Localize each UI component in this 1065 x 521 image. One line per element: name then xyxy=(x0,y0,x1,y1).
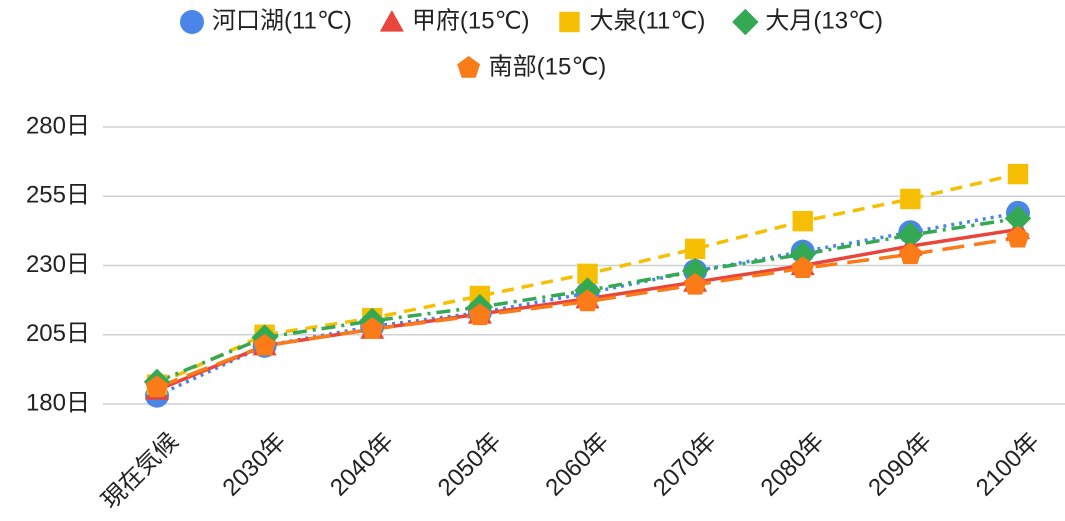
marker xyxy=(789,241,816,268)
legend-symbol xyxy=(457,56,481,78)
legend-symbol xyxy=(732,8,759,36)
marker xyxy=(897,221,924,249)
x-tick-label: 現在気候 xyxy=(97,428,184,515)
x-tick-label: 2050年 xyxy=(433,428,507,502)
legend-symbol xyxy=(180,10,204,34)
marker xyxy=(1007,163,1029,185)
legend-row: 南部(15℃) xyxy=(457,53,606,80)
x-tick-label: 2070年 xyxy=(648,428,722,502)
marker xyxy=(253,333,277,356)
x-tick-label: 2090年 xyxy=(863,428,937,502)
legend-label: 河口湖(11℃) xyxy=(212,7,352,34)
marker xyxy=(576,289,599,312)
marker xyxy=(577,263,598,285)
marker xyxy=(683,272,707,295)
marker xyxy=(1006,225,1030,248)
marker xyxy=(900,188,921,210)
legend-symbol xyxy=(379,10,404,32)
marker xyxy=(360,317,384,339)
legend-label: 大月(13℃) xyxy=(765,7,883,34)
marker xyxy=(681,257,709,285)
legend-label: 大泉(11℃) xyxy=(590,7,706,34)
y-tick-label: 255日 xyxy=(26,182,90,209)
marker xyxy=(791,256,815,278)
marker xyxy=(684,238,706,260)
x-tick-label: 2060年 xyxy=(540,428,614,502)
marker xyxy=(145,375,169,398)
legend-label: 甲府(15℃) xyxy=(412,7,530,34)
x-tick-label: 2030年 xyxy=(218,428,292,502)
marker xyxy=(468,303,492,326)
series-line xyxy=(156,211,1019,398)
x-tick-label: 2080年 xyxy=(756,428,830,502)
legend-label: 南部(15℃) xyxy=(489,53,607,80)
legend-row: 河口湖(11℃) 甲府(15℃) 大泉(11℃) 大月(13℃) xyxy=(180,7,883,36)
series-line xyxy=(156,236,1019,390)
legend-symbol xyxy=(559,11,580,33)
x-tick-label: 2100年 xyxy=(971,428,1045,502)
y-tick-label: 205日 xyxy=(26,320,90,347)
x-tick-label: 2040年 xyxy=(325,428,399,502)
y-tick-label: 230日 xyxy=(26,251,90,278)
y-tick-label: 180日 xyxy=(26,389,90,416)
marker xyxy=(898,242,922,265)
y-tick-label: 280日 xyxy=(26,112,90,139)
marker xyxy=(1004,205,1032,232)
marker xyxy=(792,210,813,232)
